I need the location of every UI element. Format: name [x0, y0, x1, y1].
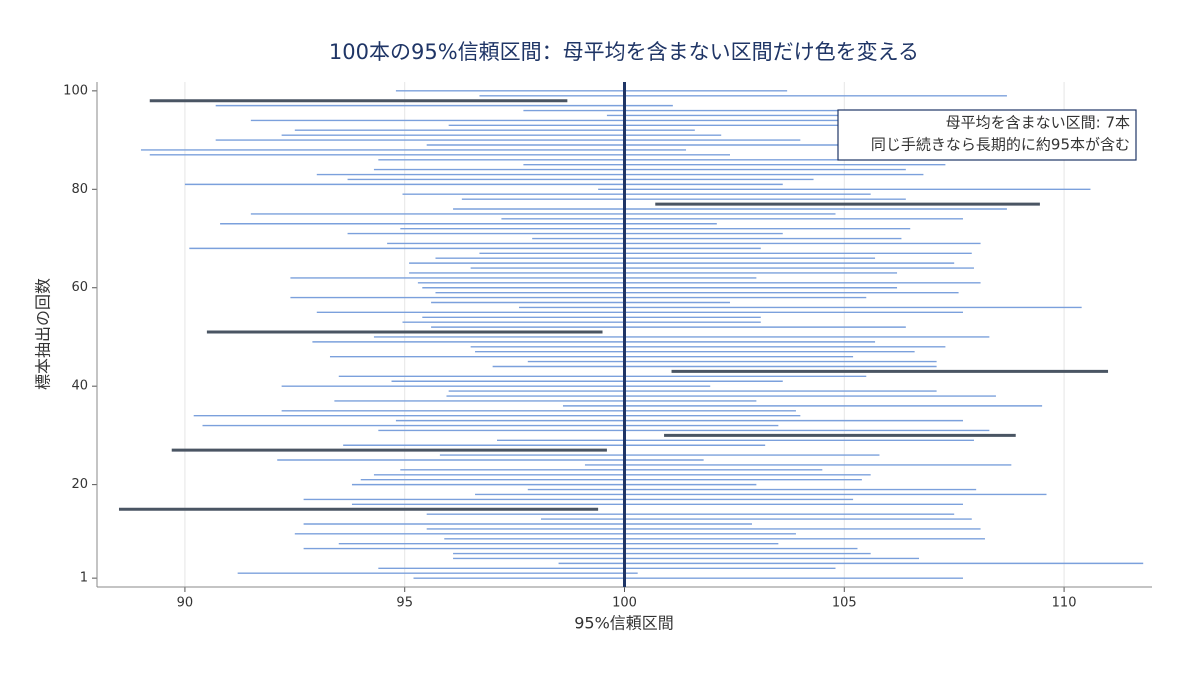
y-tick-label: 20 — [71, 477, 88, 492]
x-tick-label: 90 — [177, 596, 194, 611]
x-tick-label: 95 — [396, 596, 413, 611]
y-tick-label: 40 — [71, 379, 88, 394]
y-tick-label: 80 — [71, 182, 88, 197]
y-tick-label: 60 — [71, 280, 88, 295]
annotation-box — [837, 109, 1137, 161]
x-tick-label: 105 — [832, 596, 857, 611]
chart-title: 100本の95%信頼区間：母平均を含まない区間だけ色を変える — [329, 40, 919, 64]
y-tick-label: 1 — [80, 571, 88, 586]
x-axis-label: 95%信頼区間 — [574, 614, 674, 633]
y-tick-label: 100 — [63, 83, 88, 98]
y-axis-label: 標本抽出の回数 — [34, 278, 53, 390]
x-tick-label: 100 — [612, 596, 637, 611]
annotation-text: 同じ手続きなら長期的に約95本が含む — [871, 136, 1130, 154]
plot-area: 90 95 100 105 110 1 20 40 60 80 100 — [63, 82, 1152, 611]
annotation-text: 母平均を含まない区間: 7本 — [946, 114, 1130, 132]
x-tick-label: 110 — [1052, 596, 1077, 611]
